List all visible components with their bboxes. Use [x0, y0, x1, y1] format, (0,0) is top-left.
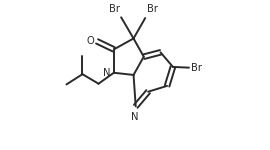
- Text: Br: Br: [191, 63, 202, 73]
- Text: O: O: [86, 36, 94, 46]
- Text: N: N: [130, 112, 138, 122]
- Text: Br: Br: [109, 4, 120, 14]
- Text: N: N: [103, 68, 111, 78]
- Text: Br: Br: [147, 4, 158, 14]
